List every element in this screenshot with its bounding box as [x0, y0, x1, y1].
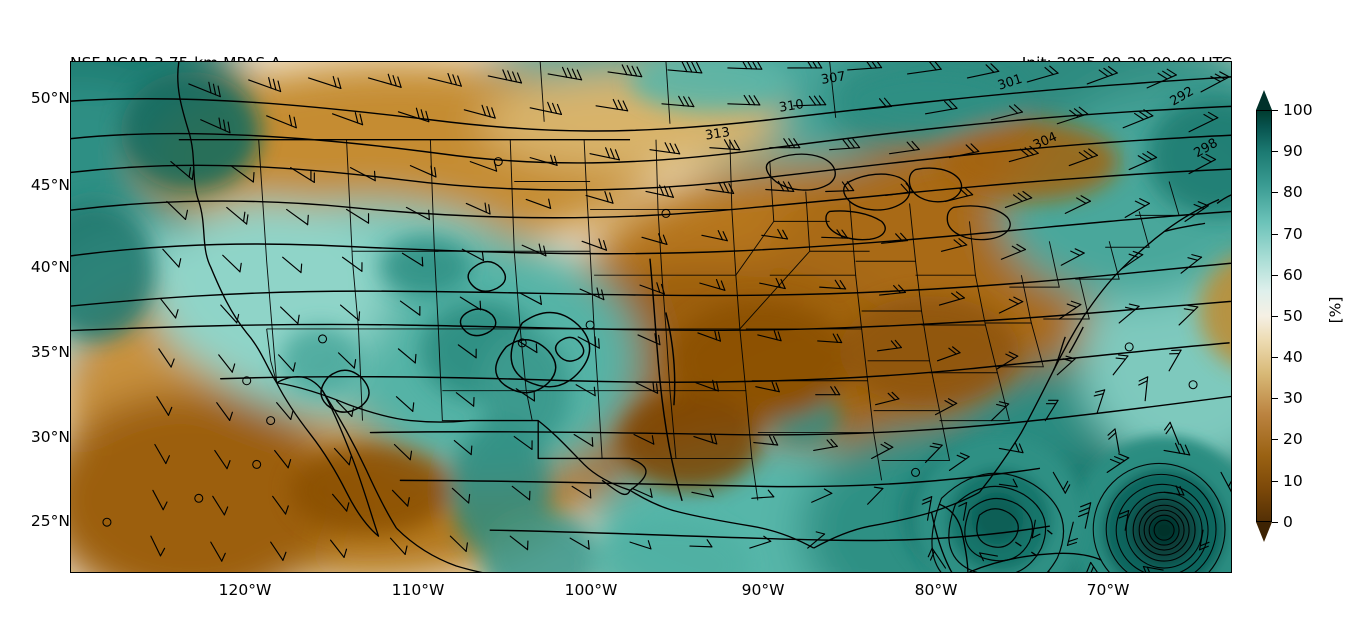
x-tick-label-80w: 80°W	[914, 581, 958, 599]
geography-coastlines	[177, 62, 1231, 572]
colorbar: 100 90 80 70 60 50 40 30 20 10 0	[1252, 80, 1313, 553]
colorbar-tick-100	[1272, 110, 1278, 112]
colorbar-tick-20	[1272, 439, 1278, 441]
colorbar-tick-0	[1272, 522, 1278, 524]
colorbar-tick-10	[1272, 481, 1278, 483]
x-tick-label-120w: 120°W	[218, 581, 272, 599]
tropical-cyclone-bahamas	[914, 435, 1085, 572]
colorbar-label-60: 60	[1283, 266, 1303, 284]
y-tick-label-30n: 30°N	[30, 428, 70, 446]
height-contours	[71, 76, 1231, 542]
y-tick-label-45n: 45°N	[30, 176, 70, 194]
colorbar-tick-90	[1272, 151, 1278, 153]
colorbar-tick-40	[1272, 357, 1278, 359]
x-tick-label-110w: 110°W	[391, 581, 445, 599]
colorbar-gradient	[1256, 110, 1272, 522]
map-axes: 313 310 307 304 301 298 292	[70, 61, 1232, 573]
geography-state-borders	[258, 62, 1180, 501]
colorbar-label-90: 90	[1283, 142, 1303, 160]
x-tick-label-90w: 90°W	[741, 581, 785, 599]
y-tick-label-25n: 25°N	[30, 512, 70, 530]
svg-text:313: 313	[704, 125, 731, 144]
colorbar-label-100: 100	[1283, 101, 1313, 119]
colorbar-label-40: 40	[1283, 348, 1303, 366]
map-canvas: 313 310 307 304 301 298 292	[71, 62, 1231, 572]
map-render: 313 310 307 304 301 298 292	[71, 62, 1231, 572]
y-tick-label-40n: 40°N	[30, 258, 70, 276]
colorbar-extend-max-arrow	[1256, 90, 1272, 110]
colorbar-label-70: 70	[1283, 225, 1303, 243]
colorbar-axis-label: [%]	[1326, 296, 1345, 324]
colorbar-label-30: 30	[1283, 389, 1303, 407]
colorbar-tick-70	[1272, 234, 1278, 236]
colorbar-label-20: 20	[1283, 430, 1303, 448]
colorbar-tick-60	[1272, 275, 1278, 277]
svg-text:307: 307	[820, 69, 847, 88]
svg-text:301: 301	[996, 72, 1024, 94]
colorbar-tick-30	[1272, 398, 1278, 400]
colorbar-label-0: 0	[1283, 513, 1293, 531]
colorbar-label-50: 50	[1283, 307, 1303, 325]
x-tick-label-70w: 70°W	[1086, 581, 1130, 599]
wind-barbs	[102, 62, 1231, 572]
x-tick-label-100w: 100°W	[564, 581, 618, 599]
colorbar-extend-min-arrow	[1256, 522, 1272, 542]
y-tick-label-35n: 35°N	[30, 343, 70, 361]
svg-text:310: 310	[778, 97, 805, 116]
colorbar-label-10: 10	[1283, 472, 1303, 490]
colorbar-tick-80	[1272, 192, 1278, 194]
colorbar-tick-50	[1272, 316, 1278, 318]
calm-wind-symbols	[102, 157, 1198, 527]
colorbar-label-80: 80	[1283, 183, 1303, 201]
tropical-cyclone-atlantic	[1069, 435, 1231, 572]
y-tick-label-50n: 50°N	[30, 89, 70, 107]
